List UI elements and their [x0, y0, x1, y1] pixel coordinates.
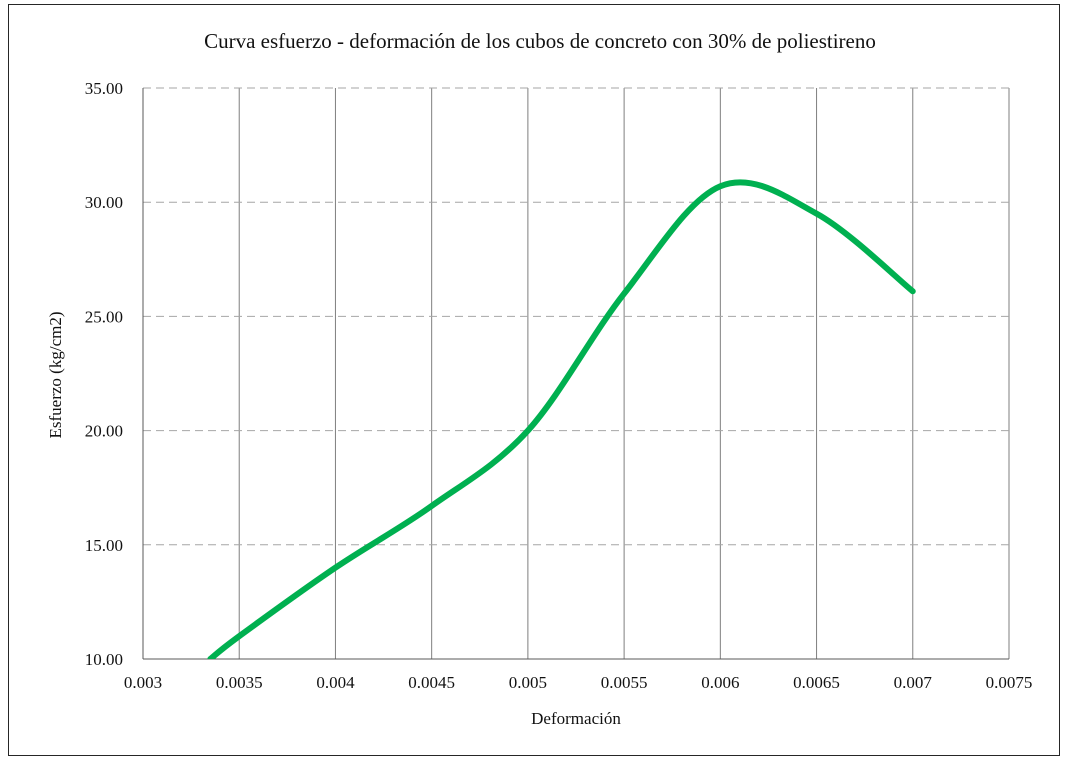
x-tick-label: 0.0055 [601, 673, 648, 692]
y-tick-label: 10.00 [85, 650, 123, 669]
x-tick-label: 0.003 [124, 673, 162, 692]
x-tick-label: 0.005 [509, 673, 547, 692]
x-tick-label: 0.0075 [986, 673, 1033, 692]
chart-title: Curva esfuerzo - deformación de los cubo… [204, 29, 876, 53]
x-tick-label: 0.0035 [216, 673, 263, 692]
x-tick-label: 0.0045 [408, 673, 455, 692]
x-axis-title: Deformación [531, 709, 621, 728]
x-tick-label: 0.007 [894, 673, 933, 692]
y-tick-label: 35.00 [85, 79, 123, 98]
y-axis-title: Esfuerzo (kg/cm2) [46, 312, 65, 439]
grid-lines [143, 87, 1010, 659]
chart-frame [8, 4, 1060, 756]
x-tick-label: 0.004 [316, 673, 355, 692]
y-tick-label: 25.00 [85, 307, 123, 326]
y-tick-label: 20.00 [85, 422, 123, 441]
series-layer [207, 179, 916, 659]
x-tick-label: 0.006 [701, 673, 739, 692]
series-line [207, 179, 916, 659]
y-tick-label: 30.00 [85, 193, 123, 212]
x-tick-label: 0.0065 [793, 673, 840, 692]
axes [142, 88, 1009, 660]
y-tick-label: 15.00 [85, 536, 123, 555]
tick-labels: 0.003 0.0035 0.004 0.0045 0.005 0.0055 0.006 0.… [85, 79, 1033, 692]
